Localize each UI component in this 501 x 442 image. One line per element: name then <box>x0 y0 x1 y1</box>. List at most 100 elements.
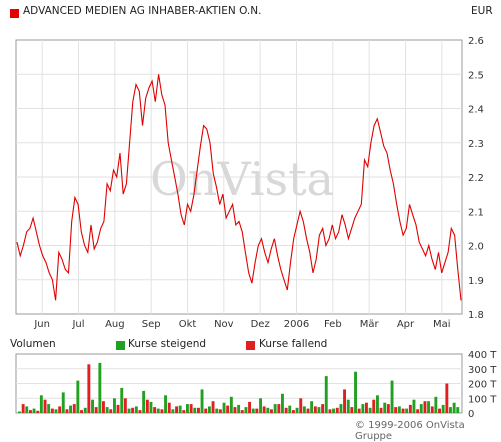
volume-bar-rising <box>127 408 131 413</box>
volume-bar-falling <box>131 407 135 413</box>
price-y-tick-label: 2.2 <box>468 173 484 184</box>
volume-bar-rising <box>397 406 401 413</box>
volume-bar-rising <box>171 409 175 413</box>
volume-bar-rising <box>376 395 379 413</box>
rising-legend-swatch <box>116 341 125 350</box>
volume-bar-falling <box>175 406 178 413</box>
volume-y-tick-label: 400 T <box>468 350 497 361</box>
price-x-tick-label: Nov <box>214 319 234 330</box>
price-y-tick-label: 1.8 <box>468 310 484 321</box>
price-x-tick-label: 2006 <box>284 319 309 330</box>
volume-bar-falling <box>313 406 317 413</box>
volume-bar-falling <box>58 406 62 413</box>
volume-bar-falling <box>372 399 376 413</box>
volume-bar-rising <box>113 398 116 414</box>
watermark: OnVista <box>150 152 334 206</box>
volume-bar-falling <box>408 404 412 413</box>
falling-legend-label: Kurse fallend <box>259 338 328 350</box>
volume-bar-rising <box>105 407 109 413</box>
volume-bar-falling <box>43 399 47 413</box>
volume-bar-falling <box>116 404 120 413</box>
volume-bar-rising <box>427 401 430 413</box>
volume-bar-rising <box>39 395 43 413</box>
volume-bar-rising <box>76 380 80 413</box>
volume-bar-falling <box>321 404 325 413</box>
price-x-tick-label: Apr <box>397 319 415 330</box>
volume-bar-rising <box>449 407 452 413</box>
volume-bar-falling <box>80 410 83 413</box>
volume-bar-falling <box>365 402 368 413</box>
volume-bar-falling <box>445 383 449 413</box>
volume-bar-rising <box>310 401 314 413</box>
volume-bar-rising <box>193 407 197 413</box>
price-y-tick-label: 2.0 <box>468 242 484 253</box>
volume-bar-rising <box>419 404 423 413</box>
volume-bar-rising <box>25 406 29 413</box>
volume-bar-rising <box>200 389 204 413</box>
volume-bar-rising <box>266 407 270 413</box>
volume-bar-rising <box>361 404 365 413</box>
volume-bar-falling <box>211 401 215 413</box>
volume-bar-falling <box>240 410 244 413</box>
volume-bar-falling <box>299 398 303 414</box>
volume-bar-falling <box>109 409 113 413</box>
price-y-tick-label: 1.9 <box>468 276 484 287</box>
price-x-tick-label: Aug <box>105 319 125 330</box>
price-x-tick-label: Dez <box>251 319 270 330</box>
volume-bar-falling <box>65 409 69 413</box>
volume-bar-rising <box>412 399 416 413</box>
volume-bar-rising <box>456 407 460 413</box>
volume-y-tick-label: 100 T <box>468 394 497 405</box>
volume-bar-falling <box>233 407 237 413</box>
security-name: ADVANCED MEDIEN AG INHABER-AKTIEN O.N. <box>23 5 262 17</box>
falling-legend-swatch <box>246 341 255 350</box>
volume-bar-rising <box>164 395 167 413</box>
volume-bar-rising <box>156 408 160 413</box>
volume-bar-rising <box>215 408 219 413</box>
volume-bar-rising <box>295 407 299 413</box>
volume-bar-rising <box>281 393 284 413</box>
copyright: © 1999-2006 OnVista Gruppe <box>355 420 465 442</box>
volume-bar-rising <box>237 404 241 413</box>
volume-bar-falling <box>306 408 310 413</box>
volume-bar-falling <box>182 410 186 413</box>
volume-bar-rising <box>441 404 445 413</box>
volume-bar-falling <box>36 410 40 413</box>
volume-bar-rising <box>229 396 233 413</box>
volume-bar-rising <box>142 390 146 413</box>
volume-bar-rising <box>273 404 277 413</box>
rising-legend-label: Kurse steigend <box>128 338 207 350</box>
volume-bar-rising <box>186 404 189 413</box>
volume-bar-rising <box>452 402 456 413</box>
price-x-axis-labels: Jun Jul Aug Sep Okt Nov Dez 2006 Feb Mär Apr Mai <box>33 319 450 330</box>
volume-bar-rising <box>288 405 292 413</box>
volume-bar-falling <box>248 401 251 413</box>
volume-bar-falling <box>292 410 295 413</box>
currency-label: EUR <box>471 5 493 17</box>
volume-bar-falling <box>197 407 200 413</box>
volume-bar-rising <box>244 407 248 413</box>
price-x-tick-label: Jun <box>33 319 50 330</box>
price-x-tick-label: Feb <box>324 319 342 330</box>
volume-title: Volumen <box>10 338 56 350</box>
volume-bar-falling <box>423 401 427 413</box>
volume-bar-falling <box>72 404 76 413</box>
volume-bar-falling <box>416 409 420 413</box>
volume-bar-rising <box>54 409 58 413</box>
volume-bar-rising <box>368 407 372 413</box>
price-line <box>16 74 462 301</box>
price-x-tick-label: Mai <box>433 319 451 330</box>
volume-bar-rising <box>178 405 182 413</box>
volume-y-tick-label: 200 T <box>468 380 497 391</box>
volume-bar-falling <box>167 402 171 413</box>
volume-bar-rising <box>32 408 36 413</box>
volume-bar-falling <box>50 408 54 413</box>
volume-bar-rising <box>317 407 321 413</box>
volume-bar-rising <box>354 371 357 413</box>
chart-canvas: OnVista 1.81.92.02.12.22.32.42.52.6 Jun J… <box>15 36 497 420</box>
volume-bar-rising <box>390 380 394 413</box>
volume-bar-rising <box>222 402 226 413</box>
volume-bar-rising <box>18 411 21 413</box>
volume-bar-falling <box>438 408 441 413</box>
volume-bar-falling <box>394 407 398 413</box>
